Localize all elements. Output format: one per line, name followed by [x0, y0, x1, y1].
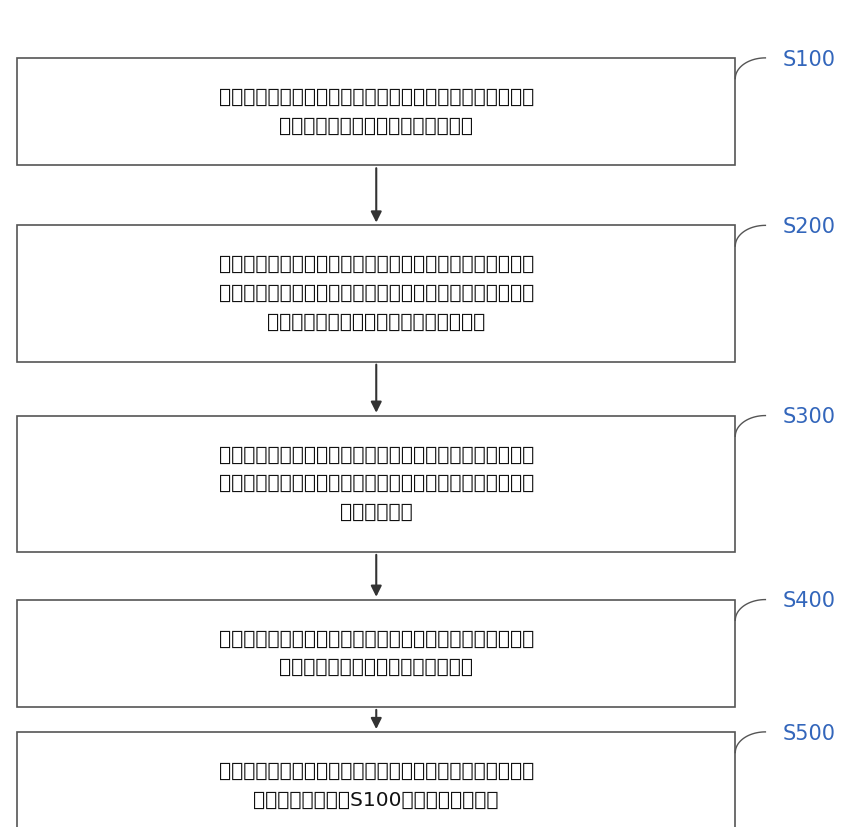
Text: 根据无冲突路径的最优分配结果和最优路径遍历有分配任务
的搬运车和分拣车，构建行为依赖图: 根据无冲突路径的最优分配结果和最优路径遍历有分配任务 的搬运车和分拣车，构建行为…	[218, 629, 534, 677]
Text: S500: S500	[783, 724, 836, 743]
FancyBboxPatch shape	[17, 416, 735, 552]
Text: S200: S200	[783, 217, 836, 237]
Text: 获取仓库地图、订单、分拣车和搬运车的起始位置以及当前
状态；其中，订单中包含物料的位置: 获取仓库地图、订单、分拣车和搬运车的起始位置以及当前 状态；其中，订单中包含物料…	[218, 88, 534, 136]
Text: S300: S300	[783, 408, 836, 428]
FancyBboxPatch shape	[17, 58, 735, 165]
Text: 判断对应的分拣车和搬运车的最优路径是否存在冲突，若存
在冲突，添加约束条件，直至得到无冲突路径的最优分配结
果和最优路径: 判断对应的分拣车和搬运车的最优路径是否存在冲突，若存 在冲突，添加约束条件，直至…	[218, 446, 534, 522]
FancyBboxPatch shape	[17, 600, 735, 707]
Text: 根据订单、仓库地图以及分拣车和搬运车的当前状态为对应
的分拣车和搬运车分配订单任务，并根据车辆的订单任务确
定得到对应的分拣车和搬运车的最优路径: 根据订单、仓库地图以及分拣车和搬运车的当前状态为对应 的分拣车和搬运车分配订单任…	[218, 256, 534, 332]
Text: S400: S400	[783, 591, 836, 611]
FancyBboxPatch shape	[17, 732, 735, 827]
Text: S100: S100	[783, 50, 836, 69]
FancyBboxPatch shape	[17, 225, 735, 362]
Text: 根据行为依赖图设置切点，将切点对应的节点后的所有节点
删除，并返回步骤S100开始下一次的规划: 根据行为依赖图设置切点，将切点对应的节点后的所有节点 删除，并返回步骤S100开…	[218, 762, 534, 810]
